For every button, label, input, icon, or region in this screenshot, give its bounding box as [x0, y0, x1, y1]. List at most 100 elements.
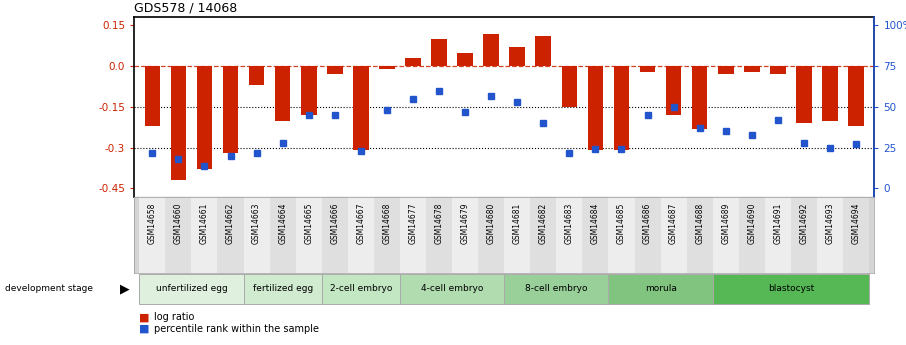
- Text: GSM14685: GSM14685: [617, 203, 626, 244]
- Bar: [765, 197, 791, 273]
- Text: blastocyst: blastocyst: [767, 284, 814, 294]
- Text: GDS578 / 14068: GDS578 / 14068: [134, 2, 237, 15]
- Bar: [244, 197, 270, 273]
- Bar: [848, 66, 863, 126]
- Text: GSM14667: GSM14667: [356, 203, 365, 244]
- Bar: [140, 197, 166, 273]
- Text: log ratio: log ratio: [154, 313, 195, 322]
- Bar: [379, 66, 395, 69]
- Bar: [197, 66, 212, 169]
- Bar: [426, 197, 452, 273]
- Bar: [822, 66, 838, 120]
- Bar: [609, 274, 713, 304]
- Bar: [530, 197, 556, 273]
- Bar: [713, 274, 869, 304]
- Bar: [270, 197, 295, 273]
- Bar: [244, 274, 322, 304]
- Bar: [478, 197, 504, 273]
- Text: 8-cell embryo: 8-cell embryo: [525, 284, 588, 294]
- Text: GSM14683: GSM14683: [564, 203, 573, 244]
- Text: GSM14682: GSM14682: [539, 203, 548, 244]
- Bar: [504, 197, 530, 273]
- Bar: [223, 66, 238, 153]
- Bar: [405, 58, 420, 66]
- Bar: [509, 47, 525, 66]
- Bar: [634, 197, 660, 273]
- Text: GSM14687: GSM14687: [670, 203, 678, 244]
- Bar: [400, 197, 426, 273]
- Bar: [327, 66, 342, 74]
- Bar: [609, 197, 634, 273]
- Text: ■: ■: [139, 324, 149, 334]
- Bar: [687, 197, 713, 273]
- Bar: [140, 274, 244, 304]
- Text: GSM14665: GSM14665: [304, 203, 313, 244]
- Bar: [738, 197, 765, 273]
- Text: GSM14692: GSM14692: [799, 203, 808, 244]
- Text: GSM14661: GSM14661: [200, 203, 209, 244]
- Text: GSM14679: GSM14679: [460, 203, 469, 244]
- Bar: [217, 197, 244, 273]
- Text: unfertilized egg: unfertilized egg: [156, 284, 227, 294]
- Bar: [452, 197, 478, 273]
- Bar: [322, 274, 400, 304]
- Bar: [713, 197, 738, 273]
- Bar: [275, 66, 291, 120]
- Text: GSM14694: GSM14694: [852, 203, 861, 244]
- Bar: [583, 197, 609, 273]
- Bar: [295, 197, 322, 273]
- Bar: [400, 274, 504, 304]
- Bar: [535, 36, 551, 66]
- Text: GSM14688: GSM14688: [695, 203, 704, 244]
- Bar: [588, 66, 603, 150]
- Text: GSM14664: GSM14664: [278, 203, 287, 244]
- Bar: [791, 197, 817, 273]
- Text: GSM14680: GSM14680: [487, 203, 496, 244]
- Text: GSM14681: GSM14681: [513, 203, 522, 244]
- Text: GSM14690: GSM14690: [747, 203, 757, 244]
- Bar: [301, 66, 316, 115]
- Text: GSM14658: GSM14658: [148, 203, 157, 244]
- Bar: [556, 197, 583, 273]
- Bar: [483, 33, 499, 66]
- Bar: [640, 66, 655, 72]
- Text: GSM14691: GSM14691: [774, 203, 783, 244]
- Text: GSM14678: GSM14678: [435, 203, 444, 244]
- Text: morula: morula: [645, 284, 677, 294]
- Bar: [562, 66, 577, 107]
- Text: GSM14684: GSM14684: [591, 203, 600, 244]
- Text: GSM14660: GSM14660: [174, 203, 183, 244]
- Text: 2-cell embryo: 2-cell embryo: [330, 284, 392, 294]
- Bar: [322, 197, 348, 273]
- Bar: [796, 66, 812, 123]
- Bar: [504, 274, 609, 304]
- Bar: [431, 39, 447, 66]
- Bar: [458, 52, 473, 66]
- Text: GSM14666: GSM14666: [331, 203, 339, 244]
- Text: GSM14668: GSM14668: [382, 203, 391, 244]
- Bar: [374, 197, 400, 273]
- Bar: [249, 66, 265, 85]
- Bar: [613, 66, 630, 150]
- Bar: [166, 197, 191, 273]
- Bar: [170, 66, 187, 180]
- Text: ▶: ▶: [120, 283, 130, 295]
- Bar: [353, 66, 369, 150]
- Text: ■: ■: [139, 313, 149, 322]
- Text: percentile rank within the sample: percentile rank within the sample: [154, 324, 319, 334]
- Text: GSM14689: GSM14689: [721, 203, 730, 244]
- Text: GSM14686: GSM14686: [643, 203, 652, 244]
- Bar: [817, 197, 843, 273]
- Bar: [843, 197, 869, 273]
- Bar: [744, 66, 759, 72]
- Text: fertilized egg: fertilized egg: [253, 284, 313, 294]
- Text: GSM14693: GSM14693: [825, 203, 834, 244]
- Bar: [348, 197, 374, 273]
- Bar: [770, 66, 786, 74]
- Bar: [660, 197, 687, 273]
- Bar: [191, 197, 217, 273]
- Bar: [666, 66, 681, 115]
- Text: 4-cell embryo: 4-cell embryo: [421, 284, 483, 294]
- Text: GSM14662: GSM14662: [226, 203, 235, 244]
- Text: GSM14677: GSM14677: [409, 203, 418, 244]
